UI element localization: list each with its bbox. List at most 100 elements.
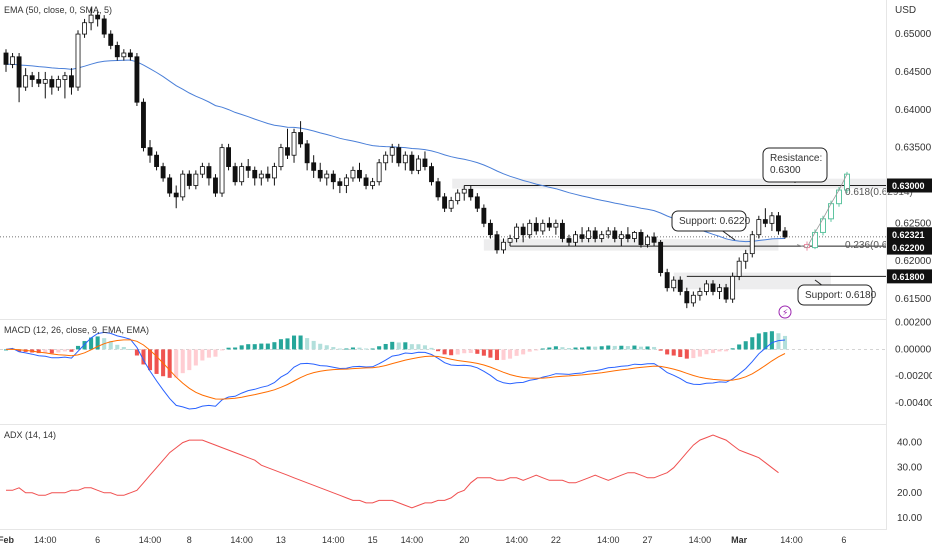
- candle[interactable]: [252, 166, 258, 186]
- candle[interactable]: [429, 162, 434, 186]
- candle[interactable]: [546, 217, 552, 231]
- candle[interactable]: [664, 268, 670, 292]
- candle[interactable]: [108, 30, 114, 50]
- candle[interactable]: [55, 75, 61, 91]
- candle[interactable]: [291, 128, 297, 163]
- candle[interactable]: [782, 227, 788, 239]
- candle[interactable]: [350, 166, 356, 182]
- candle[interactable]: [520, 223, 526, 243]
- candle[interactable]: [422, 151, 428, 171]
- candle[interactable]: [330, 170, 336, 190]
- candle[interactable]: [736, 257, 742, 281]
- candle[interactable]: [533, 217, 539, 235]
- candle[interactable]: [756, 215, 762, 239]
- candle[interactable]: [769, 212, 775, 231]
- candle[interactable]: [415, 155, 421, 175]
- support-lower-callout[interactable]: Support: 0.6180: [797, 279, 877, 306]
- candle[interactable]: [232, 162, 238, 186]
- candle[interactable]: [311, 155, 317, 178]
- candle[interactable]: [167, 174, 173, 197]
- candle[interactable]: [258, 170, 264, 186]
- candle[interactable]: [226, 143, 232, 171]
- candle[interactable]: [62, 71, 68, 99]
- candle[interactable]: [16, 53, 22, 103]
- candle[interactable]: [121, 49, 127, 61]
- candle[interactable]: [285, 128, 290, 159]
- candle[interactable]: [690, 291, 696, 307]
- candle[interactable]: [3, 49, 9, 72]
- candle[interactable]: [704, 280, 709, 296]
- candle[interactable]: [114, 41, 120, 61]
- candle[interactable]: [245, 159, 251, 178]
- candle[interactable]: [49, 75, 55, 95]
- candle[interactable]: [579, 227, 585, 243]
- candle[interactable]: [605, 227, 611, 239]
- candle[interactable]: [193, 170, 199, 190]
- candle[interactable]: [514, 223, 520, 243]
- candle[interactable]: [776, 212, 781, 235]
- candle[interactable]: [566, 234, 572, 247]
- candle[interactable]: [88, 7, 94, 31]
- candle[interactable]: [343, 174, 349, 194]
- candle[interactable]: [573, 230, 578, 247]
- candle[interactable]: [402, 151, 408, 171]
- candle[interactable]: [101, 15, 107, 38]
- candle[interactable]: [638, 229, 644, 248]
- candle[interactable]: [69, 68, 74, 95]
- candle[interactable]: [474, 193, 480, 212]
- candle[interactable]: [36, 71, 42, 88]
- candle[interactable]: [370, 177, 376, 190]
- candle[interactable]: [501, 238, 506, 254]
- candle[interactable]: [435, 177, 441, 201]
- resistance-callout[interactable]: Resistance:0.6300: [762, 147, 828, 183]
- candle[interactable]: [481, 204, 487, 228]
- candle[interactable]: [612, 227, 618, 243]
- candle[interactable]: [442, 193, 448, 212]
- candle[interactable]: [186, 170, 192, 190]
- candle[interactable]: [658, 240, 664, 277]
- candle[interactable]: [448, 196, 454, 212]
- candle[interactable]: [677, 276, 683, 296]
- candle[interactable]: [625, 227, 631, 243]
- candle[interactable]: [213, 174, 218, 197]
- macd-pane[interactable]: [0, 331, 886, 410]
- candle[interactable]: [540, 219, 546, 235]
- candle[interactable]: [278, 143, 284, 171]
- candle[interactable]: [730, 272, 736, 303]
- candle[interactable]: [632, 230, 637, 243]
- candle[interactable]: [376, 159, 382, 186]
- candle[interactable]: [494, 230, 500, 254]
- adx-pane[interactable]: [6, 434, 779, 509]
- candle[interactable]: [29, 71, 35, 88]
- candle[interactable]: [206, 162, 212, 186]
- candle[interactable]: [42, 71, 48, 99]
- candle[interactable]: [717, 283, 722, 300]
- candle[interactable]: [409, 151, 415, 175]
- candle[interactable]: [710, 280, 716, 296]
- candle[interactable]: [762, 208, 768, 228]
- events-icon[interactable]: ⚡: [778, 305, 792, 319]
- candle[interactable]: [389, 143, 395, 163]
- candle[interactable]: [154, 151, 159, 171]
- candle[interactable]: [173, 185, 179, 209]
- candle[interactable]: [199, 162, 205, 178]
- candle[interactable]: [507, 234, 513, 247]
- candle[interactable]: [586, 227, 592, 243]
- candle[interactable]: [559, 219, 565, 243]
- candle[interactable]: [298, 121, 304, 148]
- candle[interactable]: [487, 219, 493, 239]
- candle[interactable]: [553, 219, 559, 235]
- candle[interactable]: [396, 143, 402, 167]
- candle[interactable]: [651, 232, 657, 247]
- candle[interactable]: [127, 49, 133, 61]
- candle[interactable]: [180, 170, 186, 201]
- candle[interactable]: [219, 143, 225, 197]
- candle[interactable]: [265, 166, 271, 182]
- candle[interactable]: [618, 230, 624, 247]
- candle[interactable]: [324, 170, 330, 186]
- candle[interactable]: [337, 177, 343, 194]
- candle[interactable]: [592, 227, 598, 243]
- candle[interactable]: [357, 162, 362, 182]
